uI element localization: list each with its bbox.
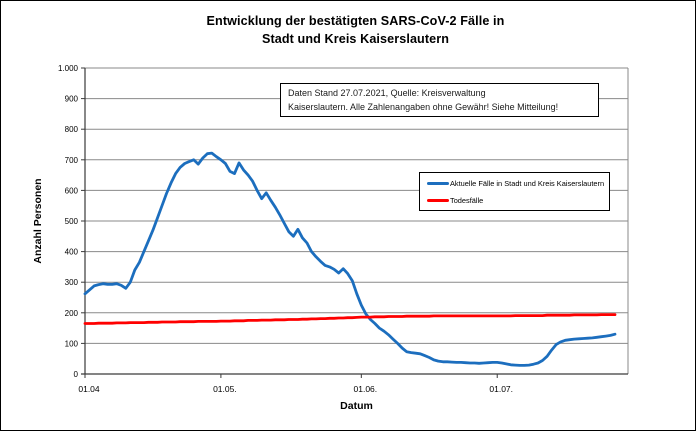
y-tick-label: 600	[65, 186, 79, 195]
series-line-cases	[83, 151, 617, 367]
chart-title: Entwicklung der bestätigten SARS-CoV-2 F…	[16, 12, 695, 49]
chart-title-line2: Stadt und Kreis Kaiserslautern	[261, 32, 450, 47]
y-tick-label: 200	[65, 309, 79, 318]
annotation-box: Daten Stand 27.07.2021, Quelle: Kreisver…	[280, 83, 599, 117]
series-line-deaths	[83, 313, 617, 325]
y-tick-label: 900	[65, 95, 79, 104]
y-tick-label: 100	[65, 339, 79, 348]
y-tick-label: 400	[65, 248, 79, 257]
annotation-line1: Daten Stand 27.07.2021, Quelle: Kreisver…	[288, 88, 486, 98]
legend-item-deaths: Todesfälle	[420, 193, 609, 207]
y-tick-label: 300	[65, 278, 79, 287]
deaths-line-swatch	[427, 198, 449, 202]
y-tick-label: 800	[65, 125, 79, 134]
y-tick-label: 500	[65, 217, 79, 226]
annotation-line2: Kaiserslautern. Alle Zahlenangaben ohne …	[288, 101, 559, 112]
x-axis-title: Datum	[340, 400, 373, 412]
y-tick-label: 1.000	[58, 64, 79, 73]
y-tick-label: 700	[65, 156, 79, 165]
legend: Aktuelle Fälle in Stadt und Kreis Kaiser…	[419, 172, 610, 211]
legend-label-deaths: Todesfälle	[450, 195, 484, 205]
x-tick-label: 01.04	[78, 384, 100, 394]
legend-label-cases: Aktuelle Fälle in Stadt und Kreis Kaiser…	[450, 178, 605, 188]
y-axis-title: Anzahl Personen	[32, 178, 44, 264]
x-tick-label: 01.06.	[354, 384, 378, 394]
x-tick-label: 01.05.	[213, 384, 237, 394]
cases-line-swatch	[427, 181, 449, 185]
y-tick-label: 0	[74, 370, 79, 379]
x-tick-label: 01.07.	[489, 384, 513, 394]
legend-item-cases: Aktuelle Fälle in Stadt und Kreis Kaiser…	[420, 176, 609, 190]
chart-title-line1: Entwicklung der bestätigten SARS-CoV-2 F…	[206, 14, 505, 28]
